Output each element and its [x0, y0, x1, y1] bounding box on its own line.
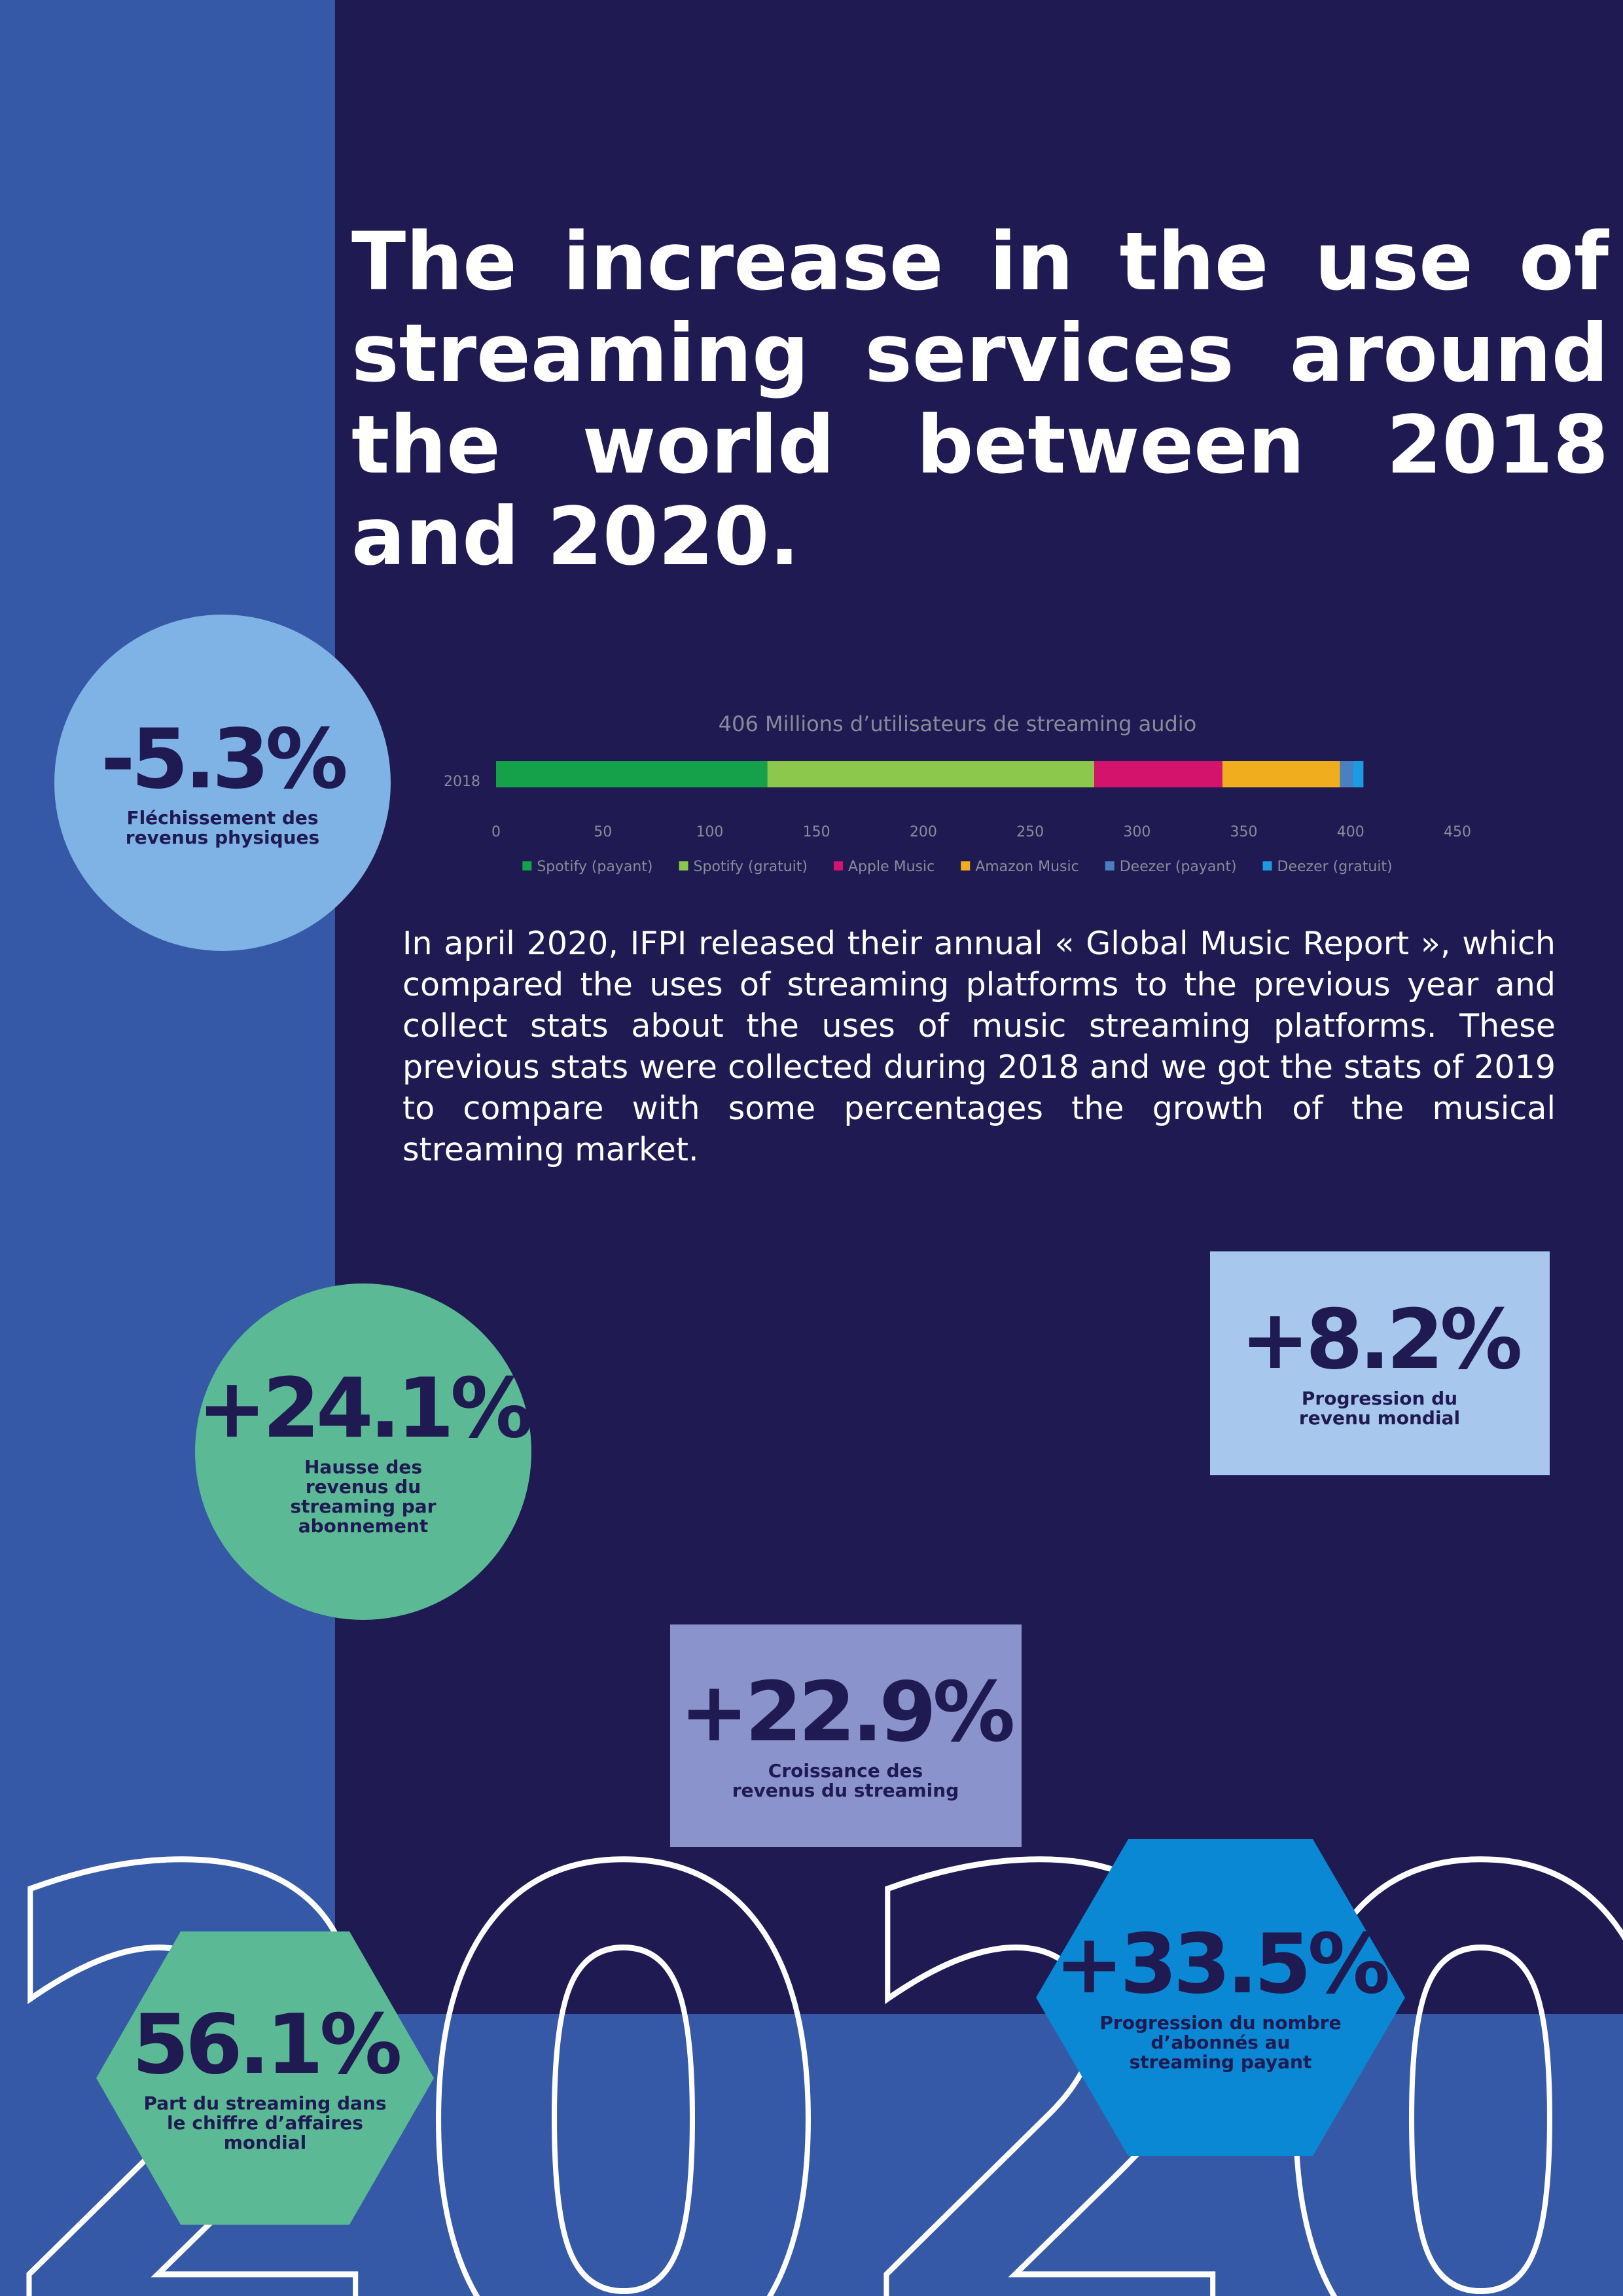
stat-card: +24.1% Hausse des revenus du streaming pa…	[195, 1283, 533, 1620]
x-tick-label: 450	[1444, 824, 1471, 840]
stat-value: 56.1%	[132, 1996, 402, 2092]
stat-label: Progression du nombre d’abonnés au strea…	[1099, 2012, 1342, 2073]
stat-label: Hausse des revenus du streaming par abon…	[290, 1456, 437, 1537]
bar-segment	[496, 761, 768, 787]
x-tick-label: 0	[491, 824, 501, 840]
stat-label: Croissance des revenus du streaming	[732, 1760, 959, 1801]
x-tick-label: 250	[1016, 824, 1044, 840]
legend-swatch	[833, 861, 843, 870]
left-stripe	[0, 0, 335, 2296]
stat-label: Progression du revenu mondial	[1298, 1388, 1461, 1429]
bar-segment	[767, 761, 1095, 787]
stat-value: +8.2%	[1240, 1291, 1522, 1388]
stat-card: +33.5% Progression du nombre d’abonnés au…	[1036, 1839, 1405, 2156]
stat-card: 56.1% Part du streaming dans le chiffre d…	[96, 1931, 434, 2225]
y-tick-label: 2018	[444, 774, 480, 790]
stat-card: +8.2% Progression du revenu mondial	[1209, 1251, 1550, 1475]
legend-swatch	[1105, 861, 1115, 870]
legend-label: Spotify (payant)	[537, 859, 652, 875]
bar-segment	[1340, 761, 1353, 787]
legend-label: Amazon Music	[975, 859, 1079, 875]
chart-title: 406 Millions d’utilisateurs de streaming…	[719, 711, 1197, 736]
bar-segment	[1353, 761, 1364, 787]
legend-swatch	[679, 861, 688, 870]
stat-label: Part du streaming dans le chiffre d’affa…	[143, 2092, 387, 2153]
stat-card: -5.3% Fléchissement des revenus physiques	[54, 615, 391, 951]
bar-segment	[1094, 761, 1222, 787]
legend-swatch	[1262, 861, 1272, 870]
x-tick-label: 50	[594, 824, 612, 840]
stat-card: +22.9% Croissance des revenus du streamin…	[669, 1624, 1022, 1847]
stat-value: +22.9%	[679, 1664, 1016, 1760]
stat-value: +24.1%	[197, 1360, 533, 1456]
stat-label: Fléchissement des revenus physiques	[125, 807, 320, 848]
paragraph: In april 2020, IFPI released their annua…	[402, 925, 1556, 1168]
x-tick-label: 400	[1337, 824, 1364, 840]
legend-label: Spotify (gratuit)	[694, 859, 808, 875]
legend-label: Deezer (payant)	[1120, 859, 1237, 875]
legend-label: Deezer (gratuit)	[1277, 859, 1393, 875]
stat-value: -5.3%	[101, 711, 348, 807]
legend-label: Apple Music	[848, 859, 935, 875]
legend-swatch	[961, 861, 971, 870]
stat-value: +33.5%	[1054, 1916, 1391, 2012]
legend-swatch	[522, 861, 532, 870]
bar-segment	[1222, 761, 1340, 787]
x-tick-label: 200	[910, 824, 937, 840]
x-tick-label: 100	[696, 824, 723, 840]
x-tick-label: 300	[1123, 824, 1150, 840]
page-title: The increase in the use of streaming ser…	[351, 215, 1609, 583]
x-tick-label: 150	[803, 824, 830, 840]
x-tick-label: 350	[1230, 824, 1258, 840]
